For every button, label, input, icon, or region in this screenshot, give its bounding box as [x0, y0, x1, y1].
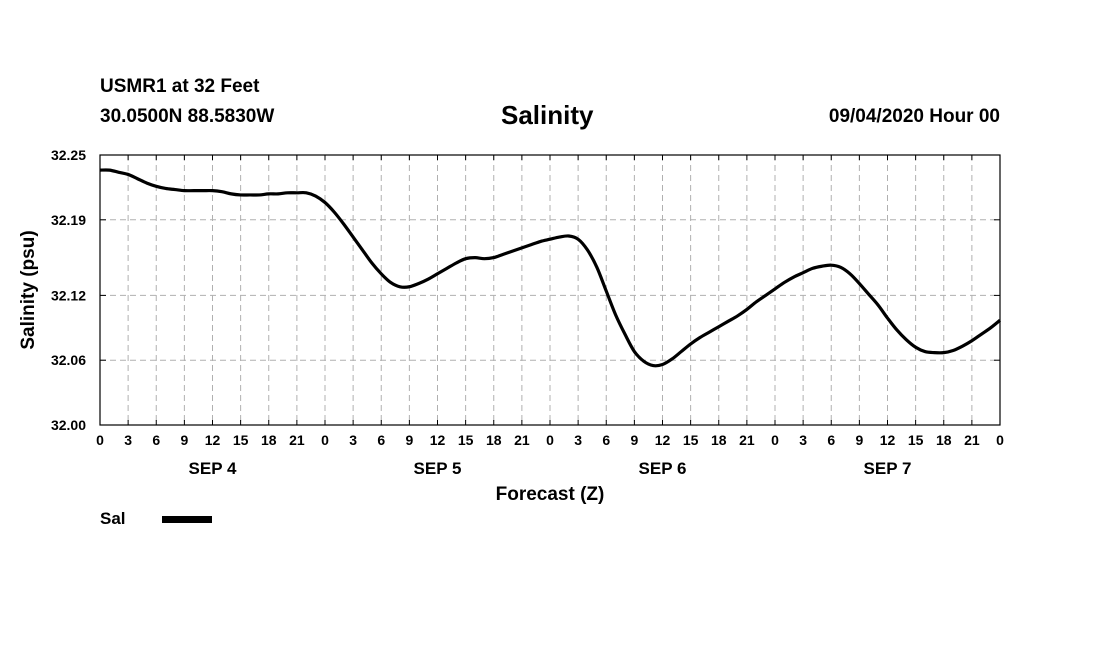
- series-line-sal: [99, 168, 1002, 368]
- x-tick-label: 9: [855, 432, 863, 448]
- ticks: 0 3 6 9 12 15 18 21 0 3 6 9 12 15 18 21 0 3 6 9 12 15 18 21 0 3 6 9…: [51, 147, 1004, 478]
- x-tick-label: 21: [739, 432, 755, 448]
- x-tick-label: 18: [711, 432, 727, 448]
- x-tick-label: 0: [996, 432, 1004, 448]
- x-tick-label: 18: [261, 432, 277, 448]
- x-tick-label: 15: [683, 432, 699, 448]
- forecast-run-time: 09/04/2020 Hour 00: [828, 106, 1000, 127]
- x-tick-label: 6: [827, 432, 835, 448]
- x-tick-label: 15: [458, 432, 474, 448]
- x-tick-label: 6: [152, 432, 160, 448]
- x-tick-label: 3: [574, 432, 582, 448]
- x-tick-label: 9: [180, 432, 188, 448]
- x-tick-label: 3: [349, 432, 357, 448]
- y-tick-label: 32.19: [51, 212, 86, 228]
- x-tick-label: 3: [124, 432, 132, 448]
- x-tick-label: 15: [233, 432, 249, 448]
- x-tick-label: 9: [405, 432, 413, 448]
- y-tick-label: 32.12: [51, 287, 86, 303]
- day-label: SEP 5: [414, 459, 462, 478]
- x-tick-label: 12: [205, 432, 221, 448]
- station-name: USMR1 at 32 Feet: [100, 76, 260, 97]
- series-layer: [99, 168, 1002, 368]
- x-tick-label: 0: [771, 432, 779, 448]
- x-tick-label: 12: [655, 432, 671, 448]
- x-tick-label: 0: [546, 432, 554, 448]
- x-tick-label: 21: [964, 432, 980, 448]
- x-tick-label: 0: [96, 432, 104, 448]
- x-tick-label: 6: [602, 432, 610, 448]
- day-label: SEP 4: [189, 459, 237, 478]
- legend-swatch: [162, 516, 212, 523]
- chart-title: Salinity: [501, 100, 594, 130]
- x-tick-label: 15: [908, 432, 924, 448]
- station-coordinates: 30.0500N 88.5830W: [100, 106, 275, 127]
- x-tick-label: 12: [880, 432, 896, 448]
- day-label: SEP 7: [864, 459, 912, 478]
- x-tick-label: 18: [486, 432, 502, 448]
- x-tick-label: 21: [514, 432, 530, 448]
- y-tick-label: 32.06: [51, 352, 86, 368]
- x-tick-label: 9: [630, 432, 638, 448]
- x-tick-label: 18: [936, 432, 952, 448]
- y-tick-label: 32.00: [51, 417, 86, 433]
- x-tick-label: 6: [377, 432, 385, 448]
- x-tick-label: 12: [430, 432, 446, 448]
- x-axis-label: Forecast (Z): [496, 484, 605, 505]
- x-tick-label: 3: [799, 432, 807, 448]
- y-axis-label: Salinity (psu): [18, 230, 39, 349]
- day-label: SEP 6: [639, 459, 687, 478]
- y-tick-label: 32.25: [51, 147, 86, 163]
- x-tick-label: 21: [289, 432, 305, 448]
- grid-lines: [100, 155, 1000, 425]
- legend-label: Sal: [100, 509, 126, 528]
- x-tick-label: 0: [321, 432, 329, 448]
